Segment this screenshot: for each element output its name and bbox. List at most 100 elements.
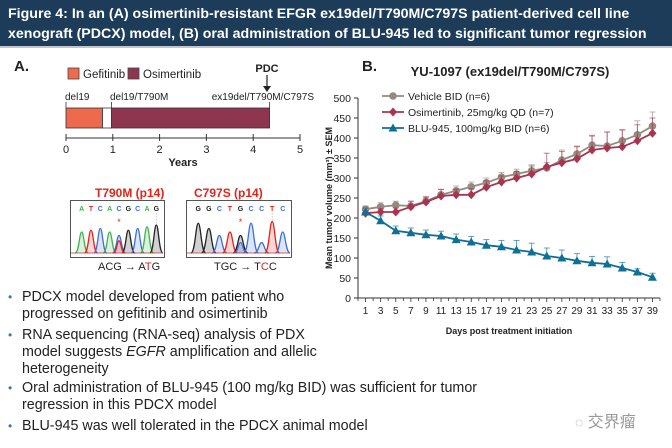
y-tick-label: 350 (333, 153, 351, 165)
x-tick-label: 17 (481, 306, 493, 317)
chromatogram-t790m: A T C A C G C A G * (70, 200, 165, 258)
bullet-dot-icon: • (8, 419, 13, 433)
data-point-triangle (632, 267, 642, 276)
base-call-label: C (259, 206, 264, 213)
y-tick-label: 400 (333, 133, 351, 145)
bar-osimertinib (110, 107, 270, 129)
bullet-text: BLU-945 was well tolerated in the PDCX a… (22, 418, 368, 434)
data-point-triangle (617, 263, 627, 272)
y-tick-label: 0 (345, 293, 351, 305)
watermark-text: 交界瘤 (587, 414, 636, 431)
data-point-diamond (603, 143, 612, 153)
base-call-label: G (154, 206, 160, 213)
base-call-label: G (238, 206, 244, 213)
mutation-star-icon: * (239, 217, 243, 227)
chromatogram-peak (93, 227, 108, 254)
base-call-label: A (144, 206, 149, 213)
mutation-label-del19-t790m: del19/T790M (110, 92, 168, 103)
bar-gefitinib (65, 107, 103, 129)
chromatogram-peak (74, 231, 89, 254)
data-point-triangle (421, 230, 431, 239)
bullet-text: amplification and allelic heterogeneity (22, 344, 317, 377)
chromatogram-peak (149, 224, 164, 254)
y-tick-label: 50 (339, 273, 351, 285)
data-point-triangle (406, 228, 416, 237)
x-tick-label: 35 (617, 306, 629, 317)
data-point-triangle (376, 216, 386, 225)
chromatogram-peak (121, 229, 136, 254)
data-point-diamond (648, 128, 657, 138)
chromatogram-peak (264, 220, 281, 254)
y-tick-label: 200 (333, 213, 351, 225)
base-call-label: C (280, 206, 285, 213)
pdc-label: PDC (255, 63, 278, 75)
data-point-triangle (436, 231, 446, 240)
data-point-triangle (391, 226, 401, 235)
chromatogram-peak (130, 227, 145, 254)
data-point-triangle (557, 253, 567, 262)
y-tick-label: 100 (333, 253, 351, 265)
data-point-diamond (376, 207, 385, 217)
figure-title-line-1: Figure 4: In an (A) osimertinib-resistan… (8, 6, 630, 22)
x-tick-label: 21 (511, 306, 523, 317)
y-axis-label: Mean tumor volume (mm³) ± SEM (324, 127, 334, 269)
years-tick-label: 4 (250, 144, 256, 156)
years-tick-label: 5 (297, 144, 303, 156)
chart-title: YU-1097 (ex19del/T790M/C797S) (411, 64, 610, 79)
data-point-diamond (389, 107, 397, 117)
data-point-triangle (512, 245, 522, 254)
x-tick-label: 29 (571, 306, 583, 317)
data-point-triangle (481, 240, 491, 249)
panel-a-label: A. (14, 58, 29, 75)
bullet-text-gene: EGFR (126, 344, 166, 360)
base-call-label: C (249, 206, 254, 213)
tumor-volume-chart: YU-1097 (ex19del/T790M/C797S) 0 50 100 150 20… (324, 64, 661, 336)
x-tick-label: 15 (466, 306, 478, 317)
chromatogram-peak (84, 229, 98, 254)
legend-label: BLU-945, 100mg/kg BID (n=6) (408, 123, 550, 135)
bullet-item: • Oral administration of BLU-945 (100 mg/… (8, 380, 528, 414)
data-point-diamond (467, 190, 476, 200)
treatment-timeline: Gefitinib Osimertinib PDC del19 del19/T7… (63, 63, 314, 169)
bullet-text: PDCX model developed from patient who pr… (22, 289, 285, 322)
years-tick-label: 0 (63, 144, 69, 156)
bullet-item: • RNA sequencing (RNA-seq) analysis of PD… (8, 327, 328, 378)
years-tick-label: 2 (157, 144, 163, 156)
data-point-triangle (361, 207, 371, 216)
x-tick-label: 23 (526, 306, 538, 317)
bullet-list-left: • PDCX model developed from patient who p… (8, 289, 328, 382)
data-point-diamond (482, 182, 491, 192)
chromatogram-peak (243, 222, 260, 254)
x-tick-label: 37 (632, 306, 644, 317)
x-tick-label: 33 (602, 306, 614, 317)
data-point-triangle (542, 251, 552, 260)
figure-title-line-2: xenograft (PDCX) model, (B) oral adminis… (8, 26, 647, 42)
legend-label: Vehicle BID (n=6) (408, 91, 490, 103)
series-line (365, 125, 653, 211)
data-point-diamond (406, 202, 415, 212)
x-tick-label: 31 (586, 306, 598, 317)
y-tick-label: 500 (333, 93, 351, 105)
seq-caption-t790m: ACG → ATG (98, 261, 160, 273)
base-call-label: A (107, 206, 112, 213)
seq-title-c797s: C797S (p14) (194, 186, 263, 200)
seq-title-t790m: T790M (p14) (95, 186, 165, 200)
legend-label-osimertinib: Osimertinib (143, 69, 201, 81)
data-point-triangle (647, 272, 657, 281)
chromatogram-peak (275, 231, 291, 254)
data-point-triangle (587, 258, 597, 267)
bullet-dot-icon: • (8, 328, 13, 342)
base-call-label: C (135, 206, 140, 213)
chromatogram-peak (222, 231, 238, 254)
caption-suffix: C (268, 261, 277, 273)
data-point-triangle (527, 247, 537, 256)
data-point-diamond (572, 154, 581, 164)
chromatogram-peak (201, 227, 217, 254)
bullet-list-bottom: • Oral administration of BLU-945 (100 mg/… (8, 380, 528, 439)
bullet-text: Oral administration of BLU-945 (100 mg/k… (22, 380, 478, 413)
y-tick-label: 450 (333, 113, 351, 125)
chromatogram-peak (232, 234, 249, 254)
chromatogram-secondary-peak (113, 240, 125, 254)
base-call-label: A (79, 206, 84, 213)
caption-mutated-base: C (260, 261, 269, 273)
